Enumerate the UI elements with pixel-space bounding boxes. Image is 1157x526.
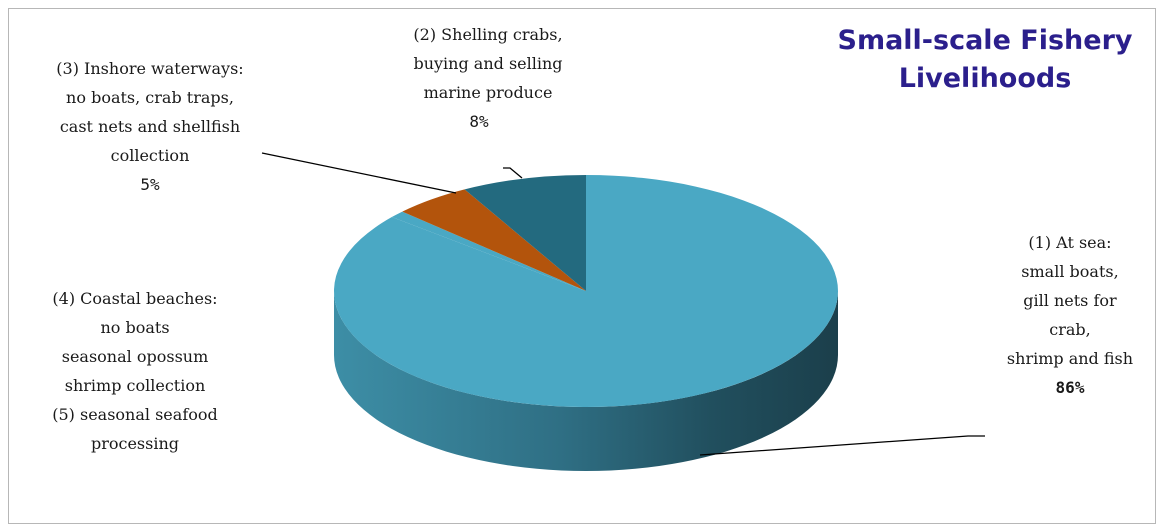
- leader-line: [503, 167, 523, 179]
- pie-slice: [464, 175, 586, 291]
- pie-slices: [333, 175, 838, 407]
- slice-label-shelling-crabs: (2) Shelling crabs, buying and selling m…: [378, 20, 598, 136]
- slice-label-at-sea: (1) At sea: small boats, gill nets for c…: [990, 228, 1150, 402]
- slice-label-line: seasonal opossum: [61, 347, 209, 366]
- slice-label-line: collection: [110, 146, 190, 165]
- slice-label-line: small boats,: [1021, 262, 1119, 281]
- pie-side-wall: [334, 291, 838, 471]
- leader-lines: [261, 152, 985, 456]
- slice-label-coastal-beaches: (4) Coastal beaches: no boats seasonal o…: [30, 284, 240, 458]
- pie-side-wall-shape: [334, 291, 838, 471]
- slice-label-line: (3) Inshore waterways:: [56, 59, 244, 78]
- pie-slice: [391, 211, 586, 291]
- slice-label-line: processing: [90, 434, 180, 453]
- slice-label-line: marine produce: [423, 83, 553, 102]
- slice-label-line: cast nets and shellfish: [59, 117, 241, 136]
- leader-line: [261, 152, 457, 194]
- slice-label-line: buying and selling: [413, 54, 563, 73]
- slice-percent-label: 86%: [1055, 378, 1085, 397]
- slice-label-line: gill nets for: [1023, 291, 1117, 310]
- slice-label-line: no boats: [100, 318, 170, 337]
- slice-label-line: (1) At sea:: [1028, 233, 1112, 252]
- slice-label-line: shrimp and fish: [1006, 349, 1134, 368]
- slice-label-line: no boats, crab traps,: [66, 88, 234, 107]
- slice-label-line: (5) seasonal seafood: [52, 405, 218, 424]
- chart-title: Small-scale Fishery Livelihoods: [837, 25, 1133, 94]
- slice-label-line: shrimp collection: [64, 376, 206, 395]
- slice-percent-label: 8%: [469, 112, 489, 131]
- leader-line: [699, 435, 985, 456]
- slice-label-line: (2) Shelling crabs,: [413, 25, 563, 44]
- slice-label-line: crab,: [1049, 320, 1091, 339]
- slice-label-line: (4) Coastal beaches:: [52, 289, 218, 308]
- pie-slice: [402, 189, 586, 291]
- slice-label-inshore-waterways: (3) Inshore waterways: no boats, crab tr…: [30, 54, 270, 199]
- slice-percent-label: 5%: [140, 175, 160, 194]
